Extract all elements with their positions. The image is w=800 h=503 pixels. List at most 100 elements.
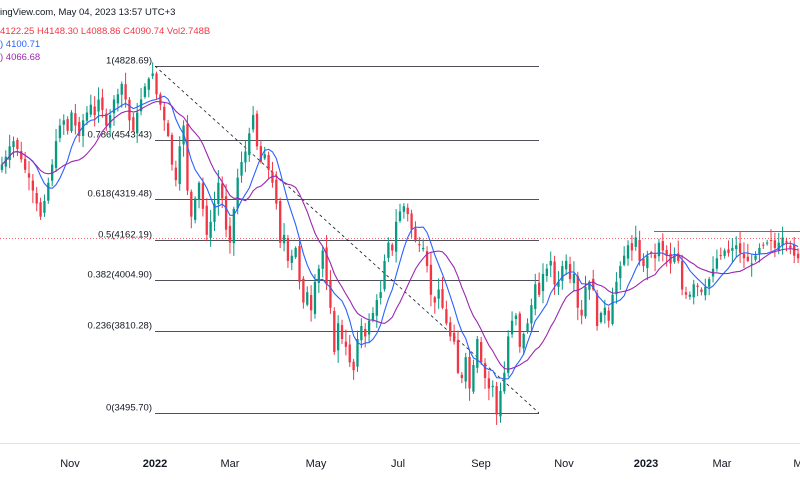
candle-body	[221, 183, 224, 199]
candle-body	[449, 322, 452, 337]
x-tick-label: Sep	[471, 458, 491, 470]
candle-body	[282, 234, 286, 244]
candle-body	[236, 177, 239, 209]
candle-body	[101, 97, 104, 110]
candle-body	[704, 286, 707, 296]
candle-body	[754, 255, 757, 260]
candle-body	[619, 266, 622, 279]
candle-body	[74, 113, 77, 126]
chart-header: ingView.com, May 04, 2023 13:57 UTC+3 41…	[0, 7, 210, 63]
candle-body	[796, 253, 800, 259]
candle-body	[105, 113, 108, 126]
trend-lines[interactable]	[0, 65, 800, 414]
candle-body	[595, 293, 599, 326]
candle-body	[81, 120, 85, 136]
candle-body	[259, 146, 263, 162]
candle-body	[337, 323, 340, 351]
candle-body	[580, 309, 583, 316]
candle-body	[499, 391, 502, 417]
candle-body	[777, 242, 780, 252]
candle-body	[491, 385, 494, 388]
candle-body	[507, 336, 510, 373]
candle-body	[599, 312, 603, 323]
candle-body	[367, 320, 371, 335]
candle-body	[464, 357, 467, 382]
candle-body	[360, 325, 363, 341]
candle-body	[8, 146, 11, 161]
fibonacci-retracement[interactable]: 1(4828.69) 0.786(4543.43) 0.618(4319.48) 0.…	[88, 56, 539, 414]
candle-body	[638, 240, 641, 261]
moving-averages	[1, 95, 799, 380]
candle-body	[294, 247, 297, 258]
candle-body	[317, 268, 320, 283]
candle-body	[514, 315, 518, 319]
candle-body	[445, 309, 448, 324]
candle-body	[626, 245, 630, 259]
header-ma-fast: ) 4100.71	[0, 39, 40, 50]
candle-body	[209, 221, 212, 238]
fib-level-label: 0(3495.70)	[106, 403, 152, 414]
candle-body	[54, 141, 58, 168]
header-ma-slow: ) 4066.68	[0, 52, 40, 63]
downtrend-line	[154, 65, 540, 414]
x-axis: Nov 2022 Mar May Jul Sep Nov 2023 Mar M	[0, 443, 800, 470]
candle-body	[39, 202, 42, 217]
candle-body	[298, 245, 301, 282]
ma-slow-line	[1, 100, 799, 370]
candle-body	[286, 238, 290, 261]
candle-body	[657, 242, 661, 257]
header-ohlc: 4122.25 H4148.30 L4088.86 C4090.74 Vol2.…	[0, 26, 210, 37]
x-tick-label: 2022	[143, 458, 167, 470]
candle-body	[406, 207, 409, 215]
candle-body	[750, 263, 753, 265]
candle-body	[410, 213, 413, 230]
candle-body	[781, 237, 784, 246]
candle-body	[758, 247, 761, 254]
candle-body	[456, 340, 460, 373]
candle-body	[680, 261, 684, 290]
candle-body	[696, 285, 699, 287]
candle-body	[433, 297, 436, 303]
candle-body	[321, 250, 324, 269]
candle-body	[147, 78, 150, 90]
candle-body	[120, 83, 123, 95]
candle-body	[43, 201, 46, 213]
candle-body	[549, 260, 552, 266]
candle-body	[232, 208, 235, 244]
fib-level-label: 0.236(3810.28)	[88, 321, 152, 332]
candle-body	[116, 94, 120, 104]
candle-body	[217, 182, 220, 204]
candle-body	[692, 284, 695, 298]
candle-body	[112, 99, 116, 114]
candle-body	[151, 73, 154, 77]
candle-body	[510, 320, 514, 335]
candle-body	[418, 243, 421, 246]
candle-body	[224, 196, 228, 230]
candle-body	[684, 292, 688, 295]
candle-body	[16, 139, 19, 149]
candle-body	[143, 86, 147, 97]
candle-body	[677, 253, 680, 261]
candle-body	[661, 241, 664, 251]
candle-body	[735, 245, 738, 250]
candle-body	[561, 266, 564, 282]
candle-body	[124, 84, 127, 100]
candle-body	[78, 121, 81, 136]
fib-level-label: 1(4828.69)	[106, 56, 152, 67]
candle-body	[178, 146, 181, 185]
fib-level-label: 0.618(4319.48)	[88, 189, 152, 200]
candle-body	[769, 239, 773, 241]
candle-body	[789, 245, 792, 248]
candle-body	[313, 281, 317, 315]
candle-body	[425, 251, 429, 267]
ma-fast-line	[1, 95, 799, 380]
candle-body	[108, 115, 112, 128]
candle-body	[526, 323, 529, 333]
candle-body	[325, 247, 328, 285]
candle-body	[128, 99, 131, 121]
candle-body	[398, 211, 402, 221]
candle-body	[375, 299, 378, 316]
candle-body	[387, 242, 390, 258]
candle-body	[89, 104, 92, 115]
